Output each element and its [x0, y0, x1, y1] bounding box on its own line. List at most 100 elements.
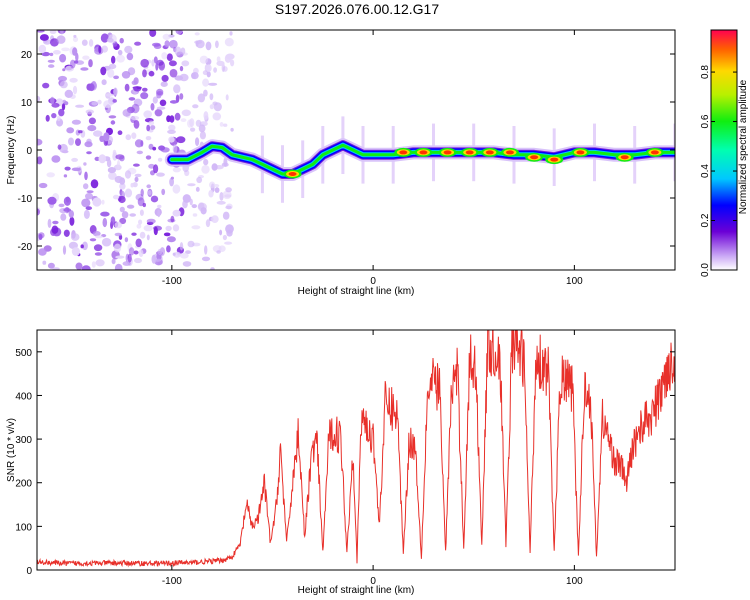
noise-blob [195, 137, 200, 147]
noise-blob [71, 167, 81, 172]
noise-blob [37, 95, 41, 102]
noise-blob [91, 261, 96, 268]
noise-blob [82, 241, 88, 251]
noise-blob [134, 176, 139, 183]
noise-blob [64, 166, 71, 171]
noise-blob [156, 88, 164, 96]
noise-blob [84, 171, 88, 181]
noise-blob [133, 250, 139, 255]
noise-blob [47, 218, 52, 228]
noise-blob [71, 157, 78, 162]
y-tick-label: 200 [15, 479, 32, 490]
noise-blob [114, 221, 123, 229]
y-tick-label: 100 [15, 522, 32, 533]
noise-blob [63, 174, 68, 178]
noise-blob [37, 208, 40, 216]
noise-blob [47, 59, 55, 63]
noise-blob [69, 77, 78, 83]
noise-blob [156, 106, 166, 110]
noise-blob [70, 59, 76, 69]
noise-blob [122, 261, 131, 266]
noise-blob [215, 40, 219, 49]
noise-blob [60, 213, 67, 221]
noise-blob [169, 100, 178, 104]
x-tick-label: 0 [370, 576, 376, 587]
noise-blob [72, 36, 79, 43]
noise-blob [222, 190, 232, 200]
noise-blob [223, 123, 228, 127]
noise-blob [58, 203, 65, 208]
noise-blob [101, 45, 108, 53]
y-tick-label: 0 [26, 566, 32, 577]
noise-blob [107, 167, 116, 174]
noise-blob [119, 206, 125, 213]
noise-blob [194, 32, 200, 36]
noise-blob [108, 115, 117, 119]
colorbar-tick-label: 0.0 [700, 263, 711, 277]
noise-blob [224, 54, 232, 63]
noise-blob [173, 84, 181, 94]
noise-blob [145, 155, 152, 160]
noise-blob [75, 104, 85, 108]
noise-blob [58, 108, 65, 117]
noise-blob [196, 176, 203, 184]
noise-blob [172, 184, 181, 194]
noise-blob [48, 64, 55, 68]
noise-blob [148, 143, 154, 150]
noise-blob [195, 119, 202, 127]
spectrogram-ridge [164, 116, 675, 203]
noise-blob [102, 217, 108, 228]
noise-blob [85, 109, 95, 115]
noise-blob [139, 231, 146, 239]
noise-blob [101, 237, 112, 247]
noise-blob [174, 112, 181, 121]
noise-blob [50, 96, 55, 105]
noise-blob [95, 235, 103, 239]
noise-blob [214, 187, 220, 193]
noise-blob [143, 110, 152, 119]
noise-blob [225, 205, 232, 210]
noise-blob [140, 58, 149, 68]
noise-blob [131, 80, 138, 85]
noise-blob [63, 229, 70, 237]
noise-blob [83, 209, 90, 219]
noise-blob [157, 204, 162, 209]
noise-blob [201, 256, 211, 262]
noise-blob [190, 127, 196, 132]
noise-blob [169, 177, 175, 187]
y-tick-label: -10 [18, 194, 33, 205]
noise-blob [162, 33, 171, 41]
noise-blob [129, 213, 136, 217]
noise-blob [89, 238, 97, 242]
hotspot-core [505, 150, 514, 155]
noise-blob [226, 229, 233, 237]
noise-blob [56, 115, 61, 122]
noise-blob [119, 37, 124, 44]
noise-blob [139, 209, 144, 216]
noise-blob [179, 252, 189, 259]
noise-blob [119, 155, 125, 162]
noise-blob [108, 171, 117, 180]
noise-blob [106, 37, 114, 43]
noise-blob [133, 163, 140, 167]
noise-blob [125, 134, 132, 141]
noise-blob [205, 64, 212, 72]
noise-blob [205, 219, 211, 228]
noise-blob [38, 233, 43, 240]
noise-blob [117, 49, 123, 56]
noise-blob [72, 85, 78, 95]
noise-blob [98, 154, 107, 164]
noise-blob [63, 208, 72, 212]
noise-blob [138, 249, 144, 257]
noise-blob [37, 30, 45, 33]
noise-blob [209, 181, 216, 189]
noise-blob [142, 69, 147, 78]
hotspot-core [465, 150, 474, 155]
noise-blob [167, 129, 176, 134]
noise-blob [169, 115, 175, 123]
noise-blob [117, 130, 123, 135]
noise-blob [219, 122, 224, 127]
noise-blob [146, 124, 151, 132]
